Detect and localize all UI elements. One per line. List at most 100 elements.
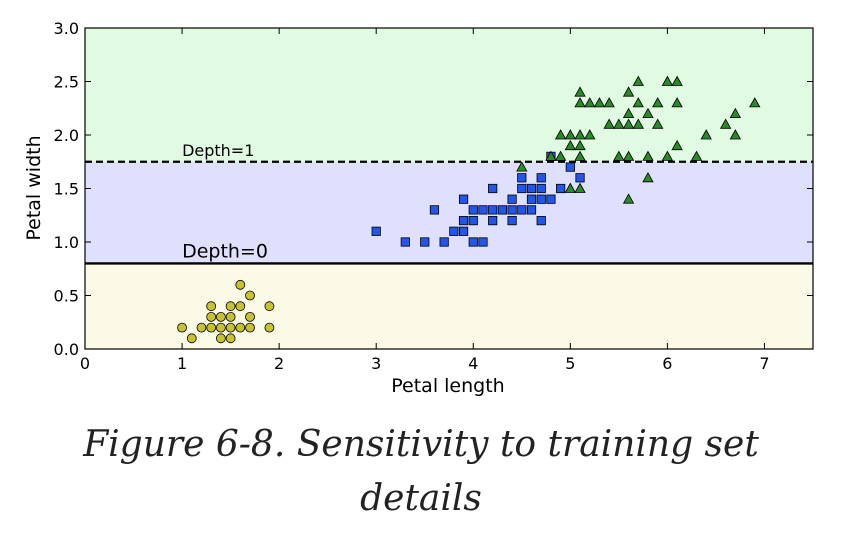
point-square-11 <box>468 205 478 215</box>
point-square-23 <box>517 173 527 183</box>
point-circle-11 <box>225 311 236 322</box>
point-circle-2 <box>196 322 207 333</box>
point-circle-3 <box>206 322 217 333</box>
point-triangle-23 <box>622 107 635 118</box>
point-circle-18 <box>245 290 255 301</box>
region-1 <box>85 161 813 264</box>
point-triangle-19 <box>613 118 625 129</box>
x-tick-label-3: 3 <box>371 354 381 373</box>
point-circle-0 <box>177 322 187 333</box>
point-triangle-0 <box>516 161 528 172</box>
point-square-33 <box>556 183 566 194</box>
y-axis-label: Petal width <box>23 135 45 240</box>
x-axis-label: Petal length <box>391 375 504 397</box>
point-triangle-6 <box>564 129 577 140</box>
point-square-12 <box>478 237 488 247</box>
point-triangle-32 <box>652 97 664 108</box>
point-triangle-13 <box>584 129 596 140</box>
point-square-16 <box>488 183 498 194</box>
point-triangle-29 <box>642 150 654 161</box>
point-triangle-17 <box>603 118 615 129</box>
decision-boundaries: Depth=0 Depth=1 <box>85 141 813 265</box>
point-square-26 <box>526 183 537 194</box>
point-triangle-12 <box>574 86 586 97</box>
boundary-label-1: Depth=1 <box>182 141 254 160</box>
point-triangle-20 <box>622 193 635 204</box>
point-triangle-1 <box>545 150 557 161</box>
point-triangle-42 <box>729 107 742 118</box>
point-circle-5 <box>206 301 217 312</box>
point-square-5 <box>449 226 459 236</box>
point-circle-8 <box>215 311 226 322</box>
data-points <box>177 75 761 344</box>
point-triangle-8 <box>574 150 586 161</box>
y-tick-label-2: 1.0 <box>54 233 79 252</box>
point-triangle-4 <box>564 182 577 193</box>
point-circle-17 <box>245 311 255 322</box>
point-square-9 <box>468 237 478 247</box>
point-triangle-14 <box>584 97 596 108</box>
point-triangle-16 <box>603 97 615 108</box>
point-square-3 <box>429 205 440 215</box>
point-square-13 <box>478 205 488 215</box>
point-square-31 <box>546 194 556 204</box>
point-triangle-41 <box>729 129 742 140</box>
point-circle-15 <box>235 279 246 290</box>
point-triangle-18 <box>613 150 625 161</box>
point-triangle-37 <box>671 75 683 86</box>
point-triangle-31 <box>652 118 664 129</box>
point-circle-12 <box>225 301 236 312</box>
point-circle-14 <box>235 301 246 312</box>
x-tick-label-4: 4 <box>468 354 478 373</box>
point-triangle-25 <box>632 118 644 129</box>
point-square-17 <box>497 205 507 215</box>
petal-scatter-chart: Depth=0 Depth=1 0 1 2 3 4 5 6 7 0.0 0.5 1.0 1.5 2.0 2… <box>23 19 814 397</box>
boundary-label-0: Depth=0 <box>182 240 268 262</box>
point-triangle-33 <box>661 150 674 161</box>
point-triangle-10 <box>574 129 586 140</box>
point-circle-9 <box>225 333 236 344</box>
point-square-20 <box>507 194 517 204</box>
point-square-14 <box>488 215 498 226</box>
point-triangle-15 <box>593 97 606 108</box>
point-triangle-38 <box>690 150 703 161</box>
y-tick-label-5: 2.5 <box>54 73 79 92</box>
point-triangle-5 <box>564 139 577 151</box>
x-axis-ticks: 0 1 2 3 4 5 6 7 <box>80 28 770 373</box>
point-circle-10 <box>225 322 236 333</box>
point-square-1 <box>400 237 410 247</box>
point-triangle-26 <box>632 97 644 108</box>
point-square-25 <box>526 194 537 204</box>
point-square-34 <box>565 162 575 172</box>
decision-regions <box>85 28 813 349</box>
point-circle-1 <box>186 333 197 344</box>
point-triangle-35 <box>671 139 683 151</box>
point-triangle-24 <box>622 86 635 97</box>
point-square-8 <box>458 194 469 204</box>
y-tick-label-4: 2.0 <box>54 126 79 145</box>
y-axis-ticks: 0.0 0.5 1.0 1.5 2.0 2.5 3.0 <box>54 19 813 359</box>
point-triangle-11 <box>574 97 586 108</box>
point-triangle-3 <box>554 129 567 140</box>
point-square-10 <box>468 215 478 226</box>
point-triangle-7 <box>574 182 586 193</box>
x-tick-label-0: 0 <box>80 354 90 373</box>
point-circle-20 <box>264 301 275 312</box>
region-2 <box>85 28 813 162</box>
point-square-18 <box>507 215 517 226</box>
point-square-29 <box>536 183 546 194</box>
x-tick-label-5: 5 <box>565 354 575 373</box>
point-square-30 <box>536 173 546 183</box>
y-tick-label-3: 1.5 <box>54 180 79 199</box>
point-square-22 <box>517 183 527 194</box>
point-square-27 <box>536 215 546 226</box>
x-tick-label-2: 2 <box>274 354 284 373</box>
point-square-6 <box>458 226 469 236</box>
point-triangle-40 <box>719 118 732 129</box>
point-square-2 <box>420 237 430 247</box>
x-tick-label-1: 1 <box>177 354 187 373</box>
figure-caption-line-1: Figure 6-8. Sensitivity to training set <box>83 424 759 465</box>
point-triangle-27 <box>632 75 644 86</box>
y-tick-label-0: 0.0 <box>54 340 79 359</box>
y-tick-label-1: 0.5 <box>54 287 79 306</box>
